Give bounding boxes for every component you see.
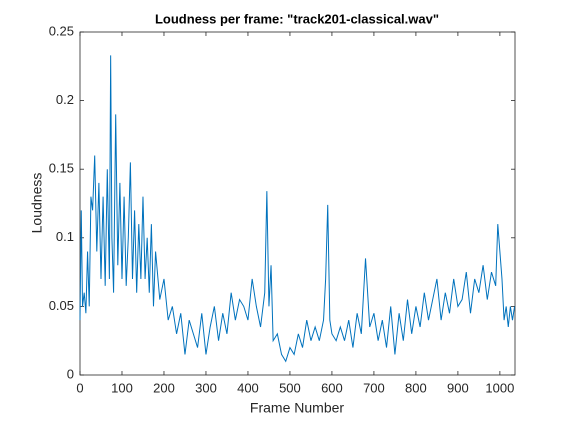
y-tick-label: 0.1 (56, 229, 74, 244)
x-tick-label: 400 (237, 380, 259, 395)
y-tick-label: 0.2 (56, 92, 74, 107)
x-tick-label: 1000 (485, 380, 514, 395)
x-tick-label: 600 (321, 380, 343, 395)
axes-box (79, 31, 516, 376)
y-tick-label: 0.25 (49, 23, 74, 38)
y-axis-label: Loudness (29, 173, 45, 234)
y-tick-label: 0.15 (49, 161, 74, 176)
x-axis-label: Frame Number (250, 400, 344, 416)
x-tick-label: 900 (447, 380, 469, 395)
line-series (79, 55, 516, 363)
x-tick-label: 700 (363, 380, 385, 395)
x-tick-label: 100 (111, 380, 133, 395)
x-tick-label: 300 (195, 380, 217, 395)
y-tick-label: 0.05 (49, 298, 74, 313)
x-tick-label: 200 (153, 380, 175, 395)
chart-title: Loudness per frame: "track201-classical.… (155, 11, 439, 26)
y-tick-label: 0 (67, 366, 74, 381)
x-tick-label: 0 (76, 380, 83, 395)
x-tick-label: 500 (279, 380, 301, 395)
x-tick-label: 800 (405, 380, 427, 395)
